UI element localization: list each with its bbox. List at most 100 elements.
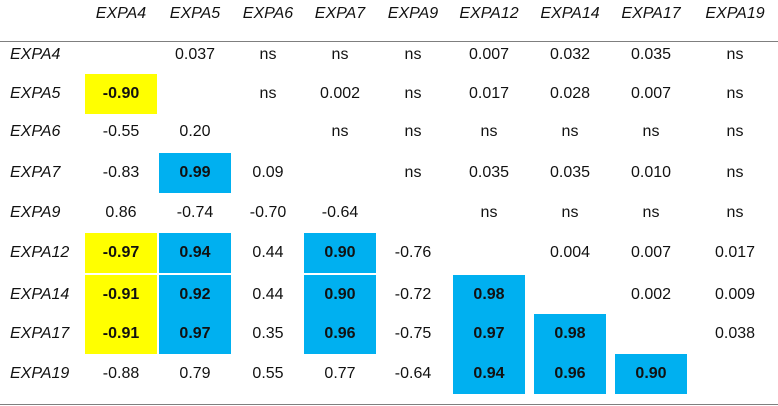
- header-rule: [0, 41, 778, 42]
- table-cell: 0.20: [179, 123, 211, 140]
- highlighted-cell: 0.90: [304, 233, 376, 273]
- empty-diagonal-cell: [377, 193, 449, 233]
- table-cell: 0.007: [468, 46, 510, 63]
- bottom-rule: [0, 404, 778, 405]
- table-cell: 0.79: [179, 365, 211, 382]
- table-cell: 0.44: [252, 286, 284, 303]
- highlighted-cell: 0.94: [159, 233, 231, 273]
- column-header: EXPA17: [621, 5, 681, 22]
- empty-diagonal-cell: [534, 275, 606, 315]
- highlighted-cell: 0.98: [453, 275, 525, 315]
- row-label: EXPA9: [10, 204, 61, 221]
- table-cell: 0.86: [105, 204, 137, 221]
- highlighted-cell: 0.99: [159, 153, 231, 193]
- highlighted-cell: 0.90: [304, 275, 376, 315]
- empty-diagonal-cell: [699, 354, 771, 394]
- column-header: EXPA5: [169, 5, 221, 22]
- highlighted-cell: 0.98: [534, 314, 606, 354]
- highlighted-cell: 0.94: [453, 354, 525, 394]
- table-cell: 0.09: [252, 164, 284, 181]
- table-cell: -0.83: [102, 164, 140, 181]
- empty-diagonal-cell: [159, 74, 231, 114]
- column-header: EXPA12: [459, 5, 519, 22]
- table-cell: -0.64: [321, 204, 359, 221]
- column-header: EXPA9: [387, 5, 439, 22]
- table-cell: 0.035: [549, 164, 591, 181]
- table-cell: -0.76: [394, 244, 432, 261]
- table-cell: ns: [726, 85, 744, 102]
- row-label: EXPA5: [10, 85, 61, 102]
- table-cell: 0.035: [630, 46, 672, 63]
- highlighted-cell: 0.97: [453, 314, 525, 354]
- column-header: EXPA6: [242, 5, 294, 22]
- table-cell: 0.032: [549, 46, 591, 63]
- table-cell: 0.035: [468, 164, 510, 181]
- highlighted-cell: 0.97: [159, 314, 231, 354]
- table-cell: 0.037: [174, 46, 216, 63]
- empty-diagonal-cell: [615, 314, 687, 354]
- table-cell: 0.009: [714, 286, 756, 303]
- highlighted-cell: 0.96: [304, 314, 376, 354]
- table-cell: 0.017: [714, 244, 756, 261]
- highlighted-cell: -0.91: [85, 275, 157, 315]
- table-cell: ns: [404, 164, 422, 181]
- table-cell: ns: [726, 46, 744, 63]
- table-cell: 0.35: [252, 325, 284, 342]
- highlighted-cell: 0.90: [615, 354, 687, 394]
- table-cell: 0.007: [630, 85, 672, 102]
- highlighted-cell: 0.96: [534, 354, 606, 394]
- empty-diagonal-cell: [232, 112, 304, 152]
- empty-diagonal-cell: [453, 233, 525, 273]
- column-header: EXPA19: [705, 5, 765, 22]
- table-cell: ns: [726, 204, 744, 221]
- table-cell: 0.44: [252, 244, 284, 261]
- column-header: EXPA14: [540, 5, 600, 22]
- table-cell: ns: [259, 85, 277, 102]
- highlighted-cell: -0.90: [85, 74, 157, 114]
- table-cell: 0.77: [324, 365, 356, 382]
- table-cell: -0.74: [176, 204, 214, 221]
- table-cell: ns: [331, 46, 349, 63]
- table-cell: ns: [259, 46, 277, 63]
- table-cell: ns: [642, 204, 660, 221]
- table-cell: -0.64: [394, 365, 432, 382]
- table-cell: ns: [404, 85, 422, 102]
- row-label: EXPA4: [10, 46, 61, 63]
- table-cell: -0.88: [102, 365, 140, 382]
- table-cell: 0.002: [630, 286, 672, 303]
- row-label: EXPA14: [10, 286, 70, 303]
- table-cell: 0.002: [319, 85, 361, 102]
- empty-diagonal-cell: [85, 35, 157, 75]
- row-label: EXPA17: [10, 325, 70, 342]
- table-cell: 0.007: [630, 244, 672, 261]
- table-cell: 0.038: [714, 325, 756, 342]
- empty-diagonal-cell: [304, 153, 376, 193]
- row-label: EXPA19: [10, 365, 70, 382]
- table-cell: -0.55: [102, 123, 140, 140]
- table-cell: ns: [561, 123, 579, 140]
- highlighted-cell: -0.97: [85, 233, 157, 273]
- table-cell: 0.010: [630, 164, 672, 181]
- row-label: EXPA6: [10, 123, 61, 140]
- table-cell: 0.017: [468, 85, 510, 102]
- table-cell: -0.70: [249, 204, 287, 221]
- table-cell: ns: [404, 46, 422, 63]
- table-cell: ns: [480, 204, 498, 221]
- table-cell: ns: [561, 204, 579, 221]
- table-cell: ns: [642, 123, 660, 140]
- table-cell: -0.72: [394, 286, 432, 303]
- column-header: EXPA4: [95, 5, 147, 22]
- table-cell: ns: [726, 164, 744, 181]
- table-cell: 0.004: [549, 244, 591, 261]
- table-cell: 0.028: [549, 85, 591, 102]
- row-label: EXPA12: [10, 244, 70, 261]
- table-cell: -0.75: [394, 325, 432, 342]
- highlighted-cell: -0.91: [85, 314, 157, 354]
- highlighted-cell: 0.92: [159, 275, 231, 315]
- table-cell: ns: [480, 123, 498, 140]
- table-cell: ns: [726, 123, 744, 140]
- column-header: EXPA7: [314, 5, 366, 22]
- table-cell: 0.55: [252, 365, 284, 382]
- table-cell: ns: [404, 123, 422, 140]
